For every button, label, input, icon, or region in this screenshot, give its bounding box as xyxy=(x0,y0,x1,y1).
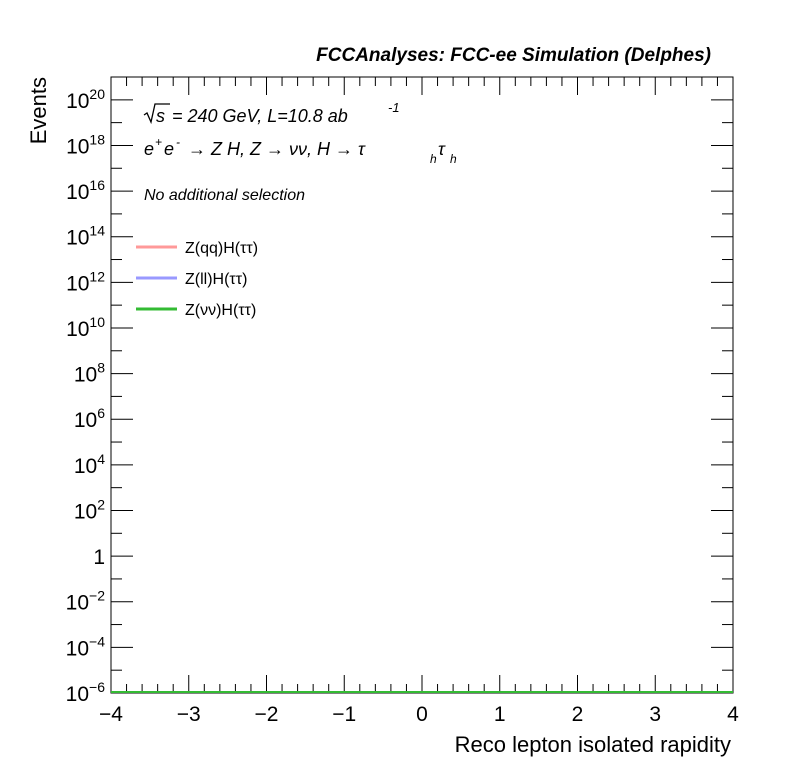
tau-2: τ xyxy=(438,139,446,159)
y-tick-label: 10−6 xyxy=(66,679,106,706)
plot-frame xyxy=(110,76,734,694)
x-tick-labels: −4 −3 −2 −1 0 1 2 3 4 xyxy=(99,703,739,726)
process-e-minus: e xyxy=(164,139,174,159)
y-tick-label: 1018 xyxy=(66,131,105,158)
x-tick-label: 4 xyxy=(727,703,739,726)
process-e-plus: e xyxy=(144,139,154,159)
y-tick-label: 1020 xyxy=(66,86,105,113)
tau-sub-1: h xyxy=(430,152,437,166)
legend-label: Z(qq)H(ττ) xyxy=(185,240,258,257)
tau-sub-2: h xyxy=(450,152,457,166)
y-tick-label: 10−2 xyxy=(66,588,106,615)
y-tick-label: 1 xyxy=(93,546,105,569)
y-tick-label: 102 xyxy=(74,496,105,523)
x-tick-label: −2 xyxy=(255,703,279,726)
chart-header-title: FCCAnalyses: FCC-ee Simulation (Delphes) xyxy=(316,45,711,66)
legend-label: Z(ll)H(ττ) xyxy=(185,271,247,288)
y-tick-label: 1010 xyxy=(66,314,105,341)
x-tick-label: −1 xyxy=(332,703,356,726)
energy-lumi-annotation: s = 240 GeV, L=10.8 ab -1 xyxy=(143,100,400,126)
y-tick-label: 10−4 xyxy=(66,633,106,660)
legend-label: Z(νν)H(ττ) xyxy=(185,302,256,319)
x-tick-label: 3 xyxy=(649,703,661,726)
x-tick-label: 1 xyxy=(494,703,506,726)
process-annotation: e + e - → Z H, Z → νν, H → τ h τ h xyxy=(144,135,457,166)
x-tick-label: −4 xyxy=(99,703,123,726)
process-plus-sup: + xyxy=(155,135,162,149)
process-minus-sup: - xyxy=(176,135,180,149)
y-tick-label: 1012 xyxy=(66,268,105,295)
sqrt-s-text: s xyxy=(156,106,165,126)
y-tick-label: 106 xyxy=(74,405,105,432)
energy-lumi-text: = 240 GeV, L=10.8 ab xyxy=(172,106,348,126)
y-tick-label: 104 xyxy=(74,451,105,478)
y-tick-label: 108 xyxy=(74,360,105,387)
y-axis-title: Events xyxy=(26,77,51,144)
y-tick-label: 1016 xyxy=(66,177,105,204)
x-axis-title: Reco lepton isolated rapidity xyxy=(455,732,731,757)
lumi-exponent: -1 xyxy=(388,100,400,115)
y-tick-label: 1014 xyxy=(66,223,105,250)
x-tick-label: 0 xyxy=(416,703,428,726)
y-tick-labels: 1020 1018 1016 1014 1012 1010 108 106 104 102 1 10−… xyxy=(66,86,106,706)
x-tick-label: 2 xyxy=(572,703,584,726)
process-rest: → Z H, Z → νν, H → τ xyxy=(188,139,366,159)
x-tick-label: −3 xyxy=(177,703,201,726)
selection-note: No additional selection xyxy=(144,187,305,204)
sqrt-symbol xyxy=(143,103,170,125)
axis-ticks xyxy=(110,76,734,694)
legend: Z(qq)H(ττ) Z(ll)H(ττ) Z(νν)H(ττ) xyxy=(136,240,258,319)
